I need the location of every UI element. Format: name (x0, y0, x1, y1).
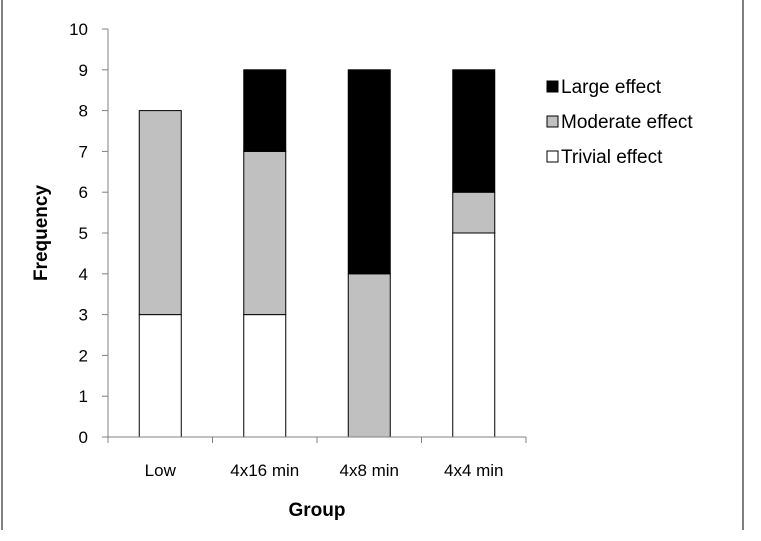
x-tick-label: 4x16 min (230, 461, 299, 480)
bar-trivial-effect (452, 232, 496, 438)
y-tick-label: 0 (79, 428, 88, 447)
legend-swatch (546, 80, 559, 93)
y-axis: 0 1 2 3 4 5 6 7 8 9 10 (69, 20, 109, 447)
bar-trivial-effect (138, 314, 182, 438)
legend: Large effect Moderate effect Trivial effec… (546, 77, 693, 168)
bar-large-effect (452, 69, 496, 193)
bar-moderate-effect (347, 273, 391, 438)
x-tick-label: Low (145, 461, 177, 480)
bar-moderate-effect (452, 191, 496, 234)
y-tick-label: 5 (79, 224, 88, 243)
legend-label: Moderate effect (561, 112, 693, 133)
x-axis-title: Group (289, 500, 346, 521)
y-tick-label: 7 (79, 142, 88, 161)
legend-label: Large effect (561, 77, 662, 98)
plot-area (138, 69, 496, 438)
y-tick-label: 6 (79, 183, 88, 202)
y-axis-title: Frequency (31, 185, 52, 282)
y-tick-label: 9 (79, 61, 88, 80)
y-tick-label: 2 (79, 346, 88, 365)
y-tick-label: 8 (79, 102, 88, 121)
legend-swatch (546, 115, 559, 128)
legend-swatch (546, 150, 559, 163)
bar-trivial-effect (243, 314, 287, 438)
legend-label: Trivial effect (561, 147, 663, 168)
x-axis: Low 4x16 min 4x8 min 4x4 min (107, 436, 527, 480)
y-tick-label: 1 (79, 387, 88, 406)
bar-large-effect (243, 69, 287, 152)
x-tick-label: 4x4 min (444, 461, 504, 480)
y-tick-label: 3 (79, 306, 88, 325)
y-tick-label: 4 (79, 265, 88, 284)
y-tick-label: 10 (69, 20, 88, 39)
bar-moderate-effect (243, 150, 287, 316)
bar-large-effect (347, 69, 391, 275)
x-tick-label: 4x8 min (339, 461, 399, 480)
bar-moderate-effect (138, 110, 182, 316)
